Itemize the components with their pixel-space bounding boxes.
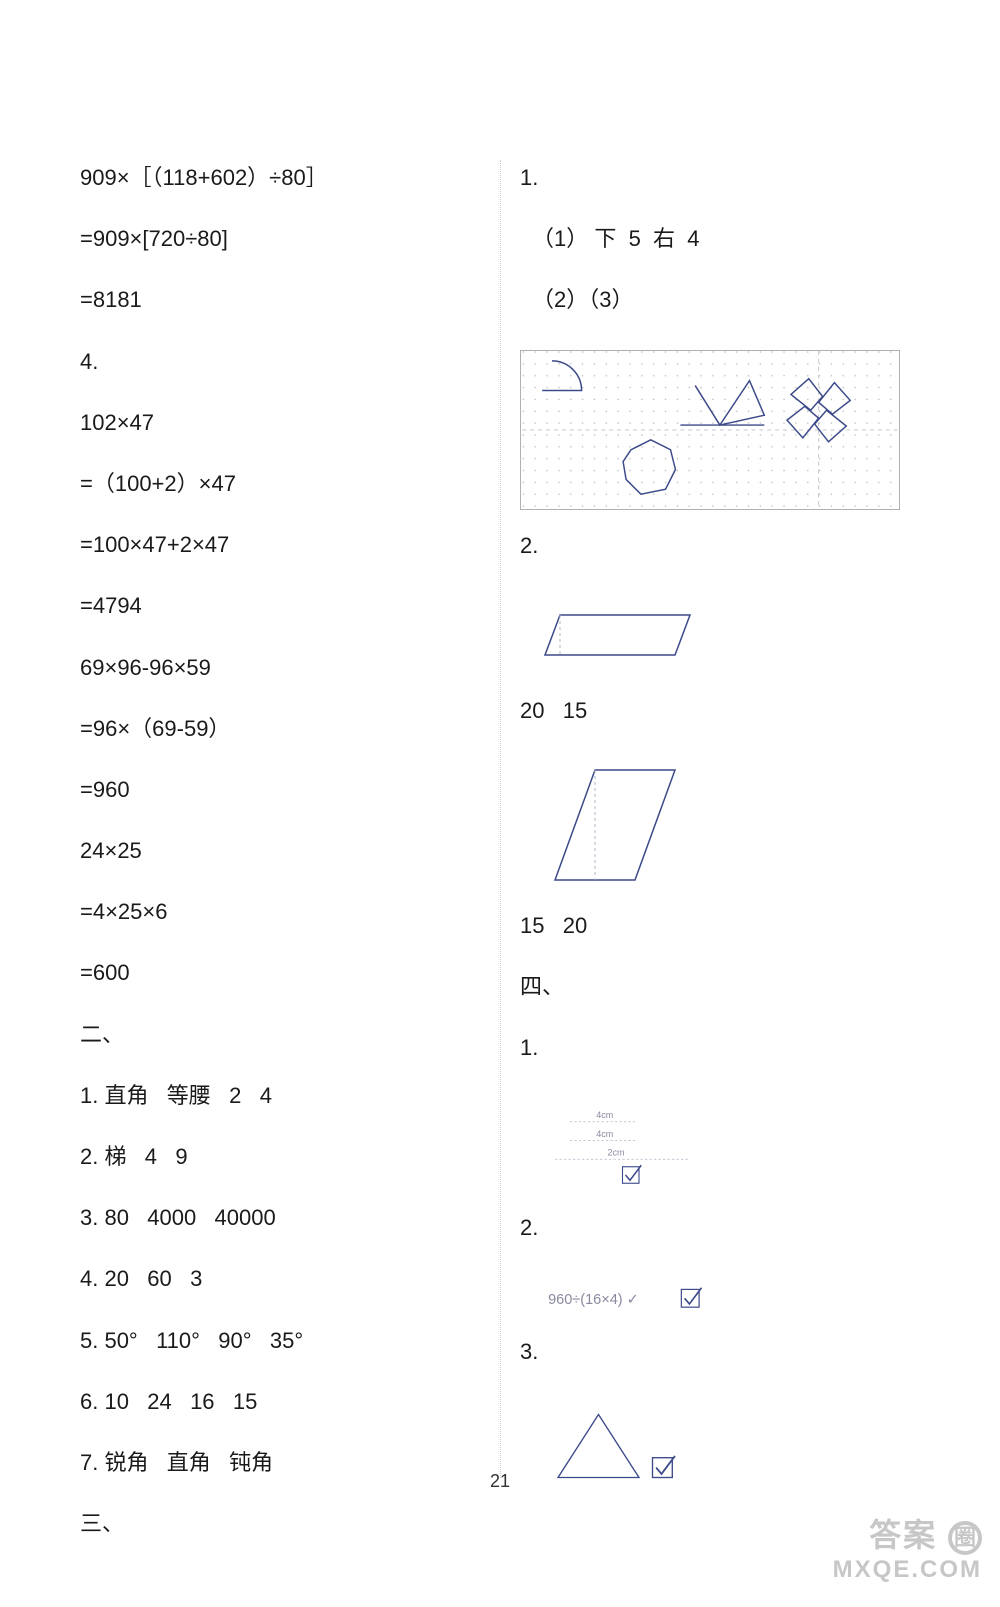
expr-line: =909×[720÷80] <box>80 221 480 256</box>
answer-line: 6. 10 24 16 15 <box>80 1384 480 1419</box>
expr-line: 4. <box>80 344 480 379</box>
answer-line: 1. 直角 等腰 2 4 <box>80 1078 480 1113</box>
answer-line: 3. <box>520 1334 920 1369</box>
dim-label: 4cm <box>596 1110 613 1120</box>
expr-line: 69×96-96×59 <box>80 650 480 685</box>
answer-line: （2）（3） <box>520 282 920 317</box>
grid-figure-1 <box>520 350 900 510</box>
expr-line: =96×（69-59） <box>80 711 480 746</box>
answer-line: 3. 80 4000 40000 <box>80 1200 480 1235</box>
expr-line: 102×47 <box>80 405 480 440</box>
answer-line: 1. <box>520 1030 920 1065</box>
answer-line: 7. 锐角 直角 钝角 <box>80 1445 480 1480</box>
watermark-circle: 圈 <box>948 1521 982 1555</box>
right-column: 1. （1） 下 5 右 4 （2）（3） <box>520 160 920 1567</box>
dimension-figure: 4cm 4cm 2cm <box>540 1098 720 1198</box>
triangle-figure <box>540 1401 720 1491</box>
answer-line: 5. 50° 110° 90° 35° <box>80 1323 480 1358</box>
answer-line: 2. <box>520 1210 920 1245</box>
page-number: 21 <box>490 1471 510 1492</box>
column-divider <box>500 160 501 1478</box>
expr-line: =8181 <box>80 282 480 317</box>
parallelogram-2 <box>540 760 690 890</box>
answer-line: 1. <box>520 160 920 195</box>
expr-line: =100×47+2×47 <box>80 527 480 562</box>
watermark-url: MXQE.COM <box>833 1556 982 1584</box>
watermark-text: 答案 <box>869 1517 937 1553</box>
dim-label: 2cm <box>608 1147 625 1157</box>
section-3: 三、 <box>80 1506 480 1541</box>
answer-line: （1） 下 5 右 4 <box>520 221 920 256</box>
answer-line: 20 15 <box>520 693 920 728</box>
expr-text: 960÷(16×4) ✓ <box>548 1292 639 1308</box>
watermark: 答案 圈 MXQE.COM <box>833 1510 982 1584</box>
answer-line: 2. 梯 4 9 <box>80 1139 480 1174</box>
expr-line: =600 <box>80 955 480 990</box>
expr-line: =（100+2）×47 <box>80 466 480 501</box>
section-4: 四、 <box>520 969 920 1004</box>
expr-line: 24×25 <box>80 833 480 868</box>
parallelogram-1 <box>540 595 720 675</box>
expr-line: =4794 <box>80 588 480 623</box>
left-column: 909×［（118+602）÷80］ =909×[720÷80] =8181 4… <box>80 160 480 1567</box>
answer-line: 2. <box>520 528 920 563</box>
section-2: 二、 <box>80 1017 480 1052</box>
answer-line: 15 20 <box>520 908 920 943</box>
answer-line: 4. 20 60 3 <box>80 1261 480 1296</box>
expr-check-figure: 960÷(16×4) ✓ <box>540 1277 750 1322</box>
dim-label: 4cm <box>596 1128 613 1138</box>
expr-line: =960 <box>80 772 480 807</box>
expr-line: =4×25×6 <box>80 894 480 929</box>
expr-line: 909×［（118+602）÷80］ <box>80 160 480 195</box>
